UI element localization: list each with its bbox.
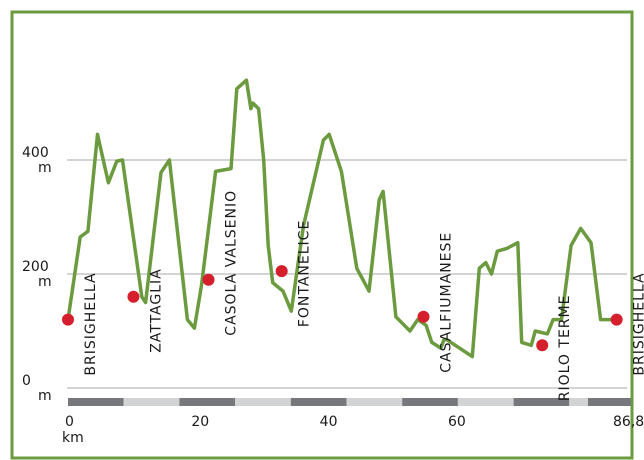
x-tick-label: 20 (191, 414, 209, 430)
place-marker (417, 310, 430, 323)
place-marker (127, 290, 140, 303)
place-label: RIOLO TERME (557, 295, 573, 402)
y-tick-label: 0 (22, 373, 31, 389)
scale-bar-segment (235, 398, 291, 406)
elevation-profile-line (66, 78, 619, 359)
x-tick-label: 86,8 (613, 414, 644, 430)
place-label: ZATTAGLIA (148, 268, 164, 353)
chart-frame (10, 10, 634, 460)
y-tick-label: 400 (22, 145, 49, 161)
place-marker (62, 313, 74, 326)
x-axis-unit-label: km (62, 430, 84, 446)
scale-bar-segment (457, 398, 514, 406)
place-label: CASOLA VALSENIO (224, 190, 240, 336)
place-marker (610, 313, 623, 326)
y-tick-unit: m (38, 274, 52, 290)
grid-lines (67, 159, 627, 389)
place-markers: BRISIGHELLA ZATTAGLIA CASOLA VALSENIO FONTA… (62, 190, 644, 401)
x-tick-label: 0 (65, 414, 74, 430)
place-marker (536, 339, 549, 352)
y-tick-unit: m (38, 388, 52, 404)
place-label: BRISIGHELLA (632, 272, 644, 375)
y-tick-unit: m (38, 160, 52, 176)
scale-bar-segment (513, 398, 570, 406)
place-label: FONTANELICE (297, 220, 313, 327)
x-tick-label: 60 (448, 414, 466, 430)
place-label: BRISIGHELLA (83, 272, 99, 375)
x-axis-ticks: km 0 20 40 60 86,8 (62, 414, 644, 446)
scale-bar-segment (346, 398, 403, 406)
scale-bar-segment (588, 398, 631, 406)
y-tick-label: 200 (22, 259, 49, 275)
scale-bar-segment (68, 398, 124, 406)
place-marker (202, 273, 215, 286)
scale-bar-segment (123, 398, 180, 406)
distance-scale-bar (68, 398, 631, 406)
place-label: CASALFIUMANESE (439, 232, 455, 373)
place-marker (275, 265, 288, 278)
x-tick-label: 40 (320, 414, 338, 430)
scale-bar-segment (402, 398, 458, 406)
scale-bar-segment (179, 398, 236, 406)
scale-bar-segment (290, 398, 347, 406)
